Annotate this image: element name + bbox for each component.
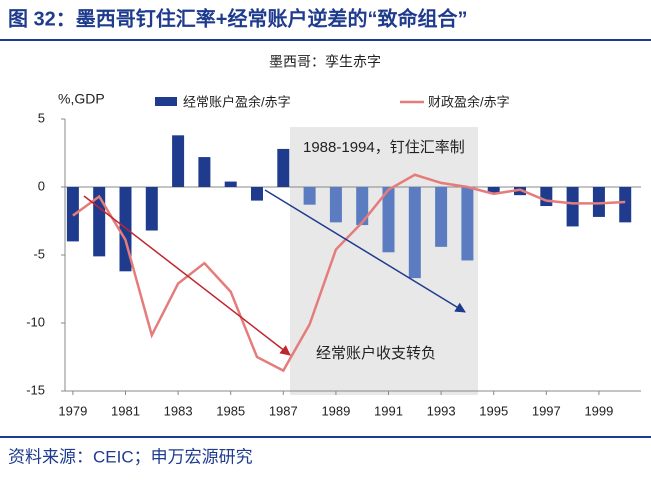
y-tick-label: -5 bbox=[33, 246, 45, 261]
bar bbox=[303, 187, 316, 205]
y-tick-label: -10 bbox=[26, 314, 45, 329]
bar bbox=[145, 187, 158, 231]
bar bbox=[224, 181, 237, 187]
bar bbox=[461, 187, 474, 261]
bar bbox=[172, 135, 185, 187]
x-tick-label: 1997 bbox=[532, 403, 561, 418]
bar bbox=[356, 187, 369, 226]
bar bbox=[277, 148, 290, 187]
y-tick-label: -15 bbox=[26, 382, 45, 397]
chart-subtitle: 墨西哥：孪生赤字 bbox=[269, 54, 381, 70]
bar bbox=[566, 187, 579, 227]
legend-label: 财政盈余/赤字 bbox=[428, 94, 510, 109]
x-tick-label: 1981 bbox=[111, 403, 140, 418]
x-tick-label: 1987 bbox=[269, 403, 298, 418]
bar bbox=[93, 187, 106, 257]
bar bbox=[198, 157, 211, 187]
x-tick-label: 1999 bbox=[584, 403, 613, 418]
bar bbox=[251, 187, 263, 201]
bar bbox=[619, 187, 632, 223]
bar bbox=[329, 187, 342, 223]
peg-period-shade bbox=[290, 127, 478, 395]
bar bbox=[514, 187, 527, 196]
x-tick-label: 1979 bbox=[58, 403, 87, 418]
legend-swatch bbox=[155, 97, 177, 106]
bar bbox=[408, 187, 421, 279]
bar bbox=[435, 187, 448, 247]
annotation: 1988-1994，钉住汇率制 bbox=[303, 139, 465, 156]
line bbox=[72, 173, 626, 373]
y-axis-label: %,GDP bbox=[58, 91, 105, 107]
chart-title: 图 32：墨西哥钉住汇率+经常账户逆差的“致命组合” bbox=[8, 6, 467, 30]
x-tick-label: 1995 bbox=[479, 403, 508, 418]
bar bbox=[487, 187, 500, 193]
arrow bbox=[264, 189, 466, 313]
annotation: 经常账户收支转负 bbox=[316, 345, 436, 362]
bar bbox=[592, 187, 605, 217]
x-tick-label: 1985 bbox=[216, 403, 245, 418]
arrow bbox=[83, 195, 291, 356]
legend-label: 经常账户盈余/赤字 bbox=[183, 94, 291, 109]
x-tick-label: 1989 bbox=[321, 403, 350, 418]
x-tick-label: 1991 bbox=[374, 403, 403, 418]
bar bbox=[382, 187, 395, 253]
x-tick-label: 1983 bbox=[164, 403, 193, 418]
x-tick-label: 1993 bbox=[427, 403, 456, 418]
y-tick-label: 5 bbox=[38, 110, 45, 125]
source: 资料来源：CEIC；申万宏源研究 bbox=[8, 447, 253, 466]
bar bbox=[540, 187, 553, 207]
y-tick-label: 0 bbox=[38, 178, 45, 193]
